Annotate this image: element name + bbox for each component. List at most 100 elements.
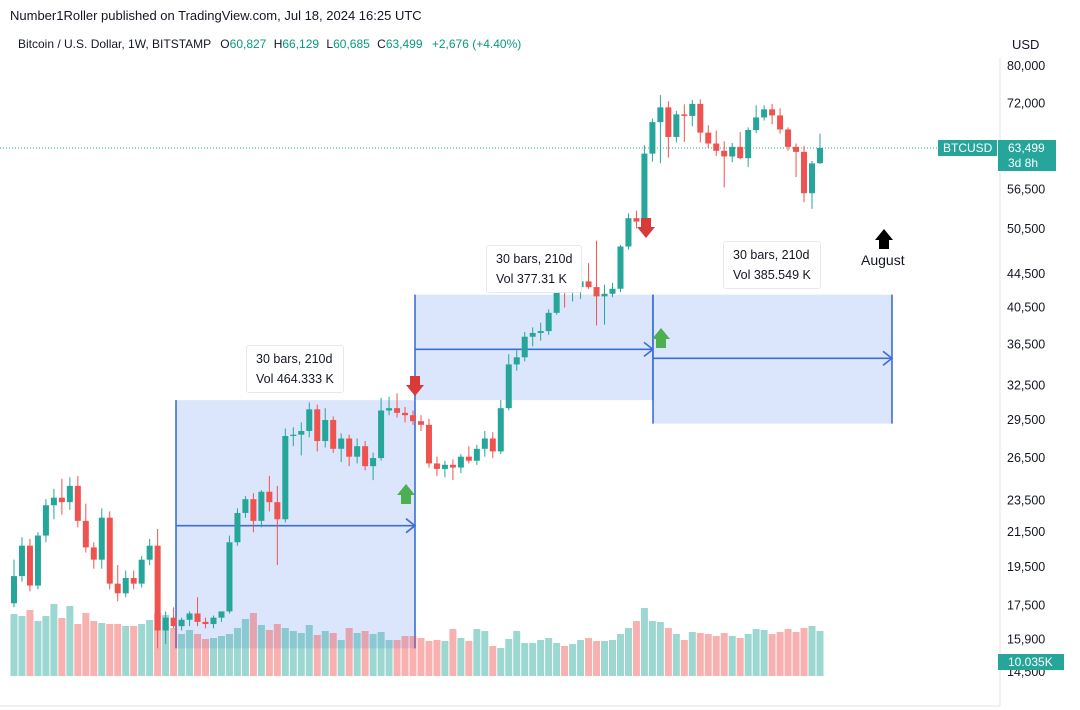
currency-label[interactable]: USD: [1012, 37, 1040, 52]
volume-tag: 10.035K: [998, 654, 1064, 670]
volume-bar: [106, 624, 114, 676]
candle-body: [657, 107, 664, 123]
candle-body: [713, 143, 720, 151]
volume-bar: [34, 621, 42, 676]
candle-body: [665, 107, 672, 137]
candle-body: [11, 576, 17, 604]
volume-bar: [98, 623, 106, 676]
august-label: August: [861, 252, 905, 268]
candle-body: [473, 448, 480, 461]
price-axis-tick: 80,000: [1007, 59, 1045, 73]
candle-body: [537, 331, 544, 333]
candle-body: [170, 617, 177, 627]
volume-bar: [233, 628, 241, 676]
candle-body: [226, 542, 233, 612]
volume-bar: [353, 633, 361, 676]
volume-bar: [609, 640, 616, 676]
volume-bar: [361, 631, 369, 676]
volume-bar: [545, 638, 553, 676]
candle-body: [441, 464, 448, 469]
volume-bar: [138, 624, 146, 676]
candle-body: [394, 408, 401, 413]
candle-body: [449, 464, 456, 468]
volume-bar: [720, 633, 728, 676]
volume-bar: [696, 633, 704, 676]
volume-bar: [58, 618, 66, 676]
low-value: 60,685: [333, 37, 370, 51]
volume-bar: [217, 636, 225, 676]
volume-bar: [18, 616, 26, 676]
volume-bar: [553, 643, 561, 676]
volume-bar: [601, 641, 609, 676]
sell-signal-arrow: [637, 218, 655, 238]
candle-body: [489, 438, 496, 452]
candle-body: [386, 408, 393, 411]
volume-bar: [537, 640, 545, 676]
volume-bar: [289, 631, 297, 676]
candle-body: [457, 456, 464, 468]
range1-area: [176, 400, 415, 649]
volume-bar: [569, 644, 577, 676]
candle-body: [298, 430, 305, 435]
volume-bar: [393, 640, 401, 676]
candle-body: [585, 281, 592, 288]
candle-body: [362, 446, 369, 467]
price-axis-tick: 29,500: [1007, 413, 1045, 427]
volume-bar: [146, 620, 154, 676]
candle-body: [130, 577, 137, 584]
change-value: +2,676 (+4.40%): [431, 37, 522, 51]
volume-bar: [10, 614, 18, 676]
volume-bar: [409, 636, 417, 676]
volume-bar: [656, 622, 664, 676]
volume-bar: [792, 632, 800, 676]
volume-bar: [162, 615, 170, 676]
volume-bar: [273, 624, 281, 676]
volume-bar: [130, 626, 138, 676]
volume-bar: [305, 625, 313, 676]
candle-body: [90, 547, 97, 560]
price-axis-tick: 17,500: [1007, 598, 1045, 612]
range1-bars-label: 30 bars, 210d: [256, 352, 333, 366]
range1-volume-label: Vol 464.333 K: [256, 372, 334, 386]
volume-bar: [170, 628, 178, 676]
candle-body: [793, 146, 800, 152]
range1-annotation: 30 bars, 210d Vol 464.333 K: [246, 345, 344, 393]
volume-bar: [417, 638, 425, 676]
candle-body: [705, 132, 712, 144]
volume-bar: [632, 621, 640, 676]
open-value: 60,827: [229, 37, 267, 51]
volume-bar: [297, 633, 305, 676]
candle-body: [410, 415, 416, 422]
symbol-name[interactable]: Bitcoin / U.S. Dollar, 1W, BITSTAMP: [18, 37, 211, 51]
candle-body: [721, 150, 728, 157]
volume-bar: [329, 633, 337, 676]
candle-body: [378, 410, 385, 459]
range2-bars-label: 30 bars, 210d: [496, 252, 573, 266]
range3-bars-label: 30 bars, 210d: [733, 248, 810, 262]
candle-body: [402, 412, 409, 416]
volume-bar: [497, 648, 505, 676]
volume-bar: [513, 631, 521, 676]
candle-body: [505, 364, 512, 409]
sell-signal-arrow: [406, 376, 424, 396]
range3-volume-label: Vol 385.549 K: [733, 268, 811, 282]
volume-bar: [42, 616, 50, 676]
price-axis-tick: 26,500: [1007, 451, 1045, 465]
candle-body: [34, 535, 41, 586]
volume-bar: [186, 630, 194, 676]
volume-bar: [481, 631, 489, 676]
candle-body: [58, 497, 65, 503]
volume-bar: [114, 624, 122, 676]
candle-body: [154, 545, 161, 631]
candle-body: [42, 505, 49, 536]
range2-area: [415, 294, 653, 401]
close-value: 63,499: [385, 37, 423, 51]
candle-body: [809, 163, 815, 194]
volume-bar: [202, 639, 210, 676]
volume-bar: [624, 628, 632, 676]
volume-bar: [377, 632, 385, 676]
volume-bar: [704, 634, 712, 676]
candle-body: [633, 218, 640, 222]
volume-bar: [50, 604, 58, 676]
